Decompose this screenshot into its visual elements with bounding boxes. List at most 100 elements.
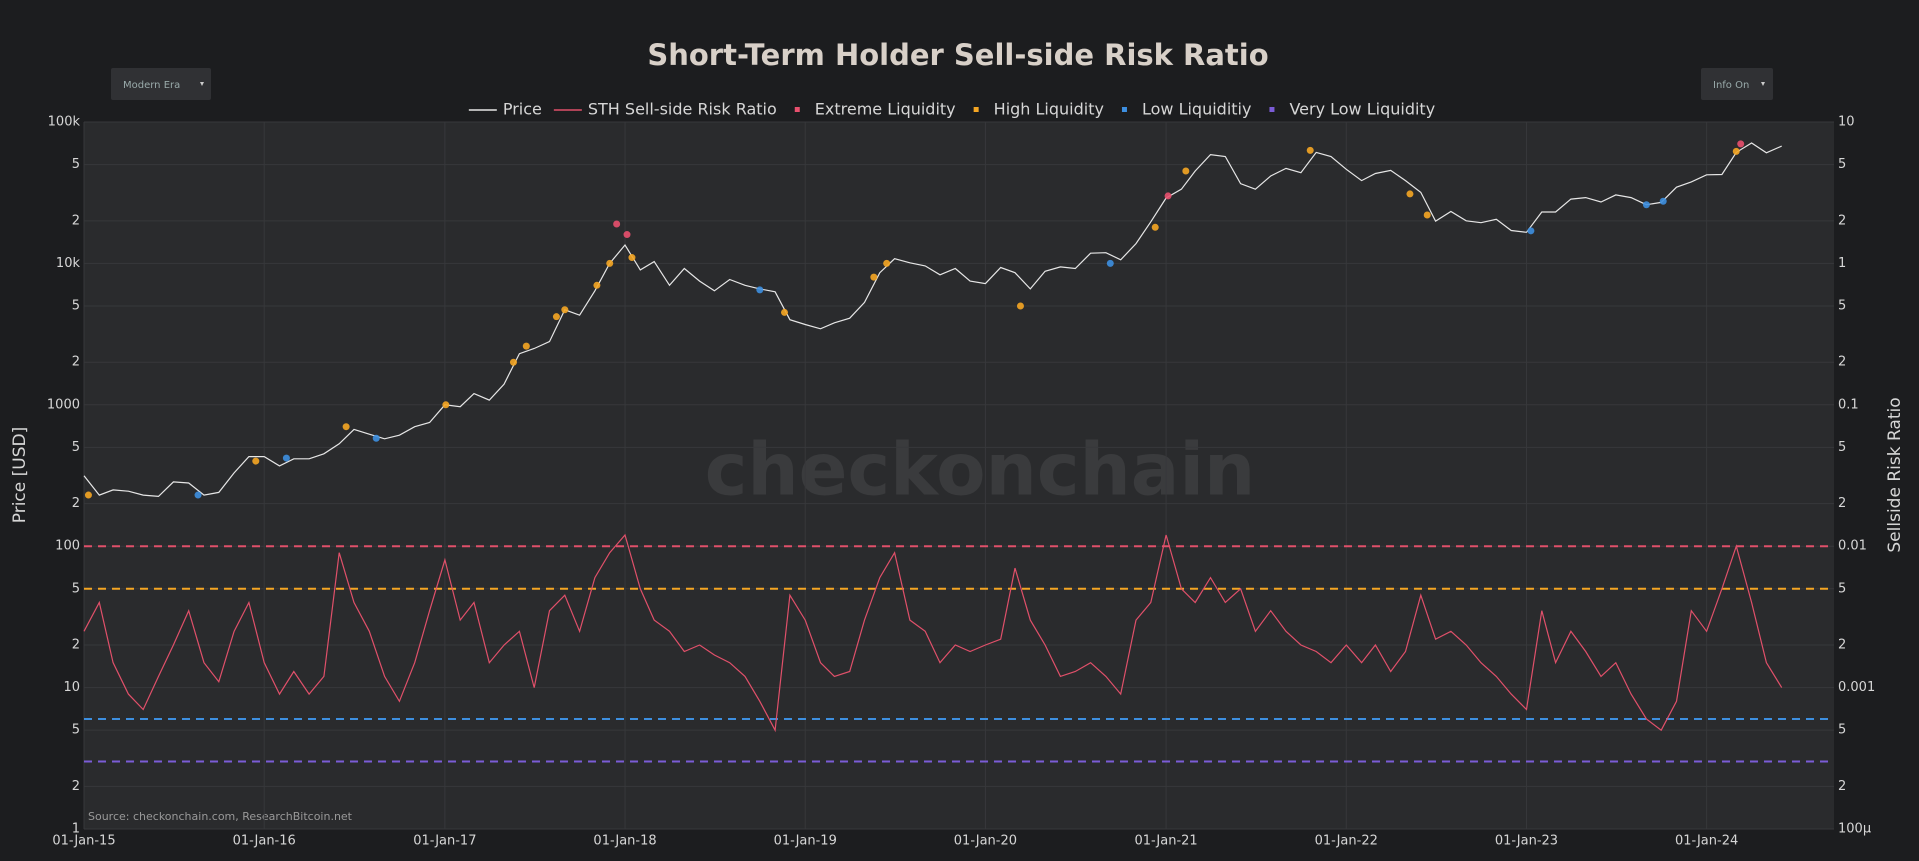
x-tick-label: 01-Jan-24 bbox=[1675, 834, 1738, 849]
liquidity-marker bbox=[1527, 227, 1535, 235]
x-tick-label: 01-Jan-21 bbox=[1134, 834, 1197, 849]
plot-area bbox=[84, 122, 1834, 829]
liquidity-marker bbox=[252, 457, 260, 465]
liquidity-marker bbox=[1659, 197, 1667, 205]
liquidity-marker bbox=[1016, 302, 1024, 310]
liquidity-marker bbox=[1737, 140, 1745, 148]
liquidity-marker bbox=[756, 286, 764, 294]
y-tick-label: 5 bbox=[72, 581, 80, 596]
source-note: Source: checkonchain.com, ResearchBitcoi… bbox=[88, 810, 353, 823]
legend-label: Low Liquiditiy bbox=[1142, 100, 1251, 119]
era-dropdown[interactable] bbox=[111, 68, 211, 100]
liquidity-marker bbox=[628, 254, 636, 262]
x-tick-label: 01-Jan-17 bbox=[413, 834, 476, 849]
liquidity-marker bbox=[1406, 190, 1414, 198]
y2-tick-label: 100μ bbox=[1838, 822, 1871, 837]
liquidity-marker bbox=[442, 401, 450, 409]
y-tick-label: 5 bbox=[72, 723, 80, 738]
info-dropdown[interactable] bbox=[1701, 68, 1773, 100]
y-axis-title: Price [USD] bbox=[10, 427, 30, 523]
info-dropdown-label[interactable]: Info On bbox=[1713, 80, 1749, 91]
y-tick-label: 1 bbox=[72, 822, 80, 837]
y2-tick-label: 5 bbox=[1838, 723, 1846, 738]
y2-tick-label: 1 bbox=[1838, 256, 1846, 271]
y2-tick-label: 5 bbox=[1838, 440, 1846, 455]
y2-tick-label: 2 bbox=[1838, 779, 1846, 794]
liquidity-marker bbox=[1732, 147, 1740, 155]
watermark: checkonchain bbox=[705, 428, 1256, 512]
legend-label: STH Sell-side Risk Ratio bbox=[588, 100, 777, 119]
x-tick-label: 01-Jan-22 bbox=[1315, 834, 1378, 849]
liquidity-marker bbox=[593, 281, 601, 289]
y-tick-label: 100k bbox=[48, 115, 81, 130]
y2-tick-label: 0.1 bbox=[1838, 397, 1859, 412]
liquidity-marker bbox=[613, 220, 621, 228]
liquidity-marker bbox=[282, 454, 290, 462]
liquidity-marker bbox=[883, 259, 891, 267]
y-tick-label: 100 bbox=[55, 539, 80, 554]
y-tick-label: 2 bbox=[72, 355, 80, 370]
y-tick-label: 2 bbox=[72, 213, 80, 228]
era-dropdown-label[interactable]: Modern Era bbox=[123, 80, 180, 91]
legend-label: Very Low Liquidity bbox=[1289, 100, 1435, 119]
y-tick-label: 5 bbox=[72, 298, 80, 313]
y-tick-label: 2 bbox=[72, 638, 80, 653]
y-tick-label: 2 bbox=[72, 779, 80, 794]
liquidity-marker bbox=[1423, 211, 1431, 219]
y2-tick-label: 5 bbox=[1838, 298, 1846, 313]
y-tick-label: 5 bbox=[72, 157, 80, 172]
liquidity-marker bbox=[561, 306, 569, 314]
y-tick-label: 10 bbox=[63, 680, 80, 695]
liquidity-marker bbox=[1151, 223, 1159, 231]
y-tick-label: 1000 bbox=[47, 397, 80, 412]
y2-tick-label: 5 bbox=[1838, 581, 1846, 596]
y2-tick-label: 10 bbox=[1838, 115, 1855, 130]
liquidity-marker bbox=[606, 259, 614, 267]
series-line bbox=[83, 533, 1783, 733]
liquidity-marker bbox=[1164, 192, 1172, 200]
x-tick-label: 01-Jan-20 bbox=[954, 834, 1017, 849]
x-tick-label: 01-Jan-16 bbox=[233, 834, 296, 849]
liquidity-marker bbox=[780, 308, 788, 316]
liquidity-marker bbox=[1306, 146, 1314, 154]
series-line bbox=[83, 142, 1782, 498]
y2-tick-label: 2 bbox=[1838, 213, 1846, 228]
liquidity-marker bbox=[522, 342, 530, 350]
y2-tick-label: 0.01 bbox=[1838, 539, 1867, 554]
legend-swatch bbox=[1269, 107, 1275, 112]
x-tick-label: 01-Jan-15 bbox=[52, 834, 115, 849]
liquidity-marker bbox=[509, 358, 517, 366]
liquidity-marker bbox=[1642, 201, 1650, 209]
y-tick-label: 2 bbox=[72, 496, 80, 511]
y-tick-label: 10k bbox=[56, 256, 81, 271]
liquidity-marker bbox=[372, 434, 380, 442]
liquidity-marker bbox=[342, 423, 350, 431]
legend-swatch bbox=[1121, 107, 1127, 112]
legend-label: Extreme Liquidity bbox=[815, 100, 956, 119]
legend-label: High Liquidity bbox=[994, 100, 1104, 119]
x-tick-label: 01-Jan-19 bbox=[774, 834, 837, 849]
dropdown-arrow bbox=[200, 82, 204, 86]
liquidity-marker bbox=[1106, 259, 1114, 267]
liquidity-marker bbox=[84, 491, 92, 499]
liquidity-marker bbox=[552, 313, 560, 321]
legend: Price STH Sell-side Risk Ratio Extreme Liq… bbox=[468, 100, 1435, 119]
dropdown-arrow bbox=[1761, 82, 1765, 86]
y2-tick-label: 5 bbox=[1838, 157, 1846, 172]
liquidity-marker bbox=[870, 273, 878, 281]
liquidity-marker bbox=[1182, 167, 1190, 175]
y2-tick-label: 0.001 bbox=[1838, 680, 1875, 695]
legend-swatch bbox=[794, 107, 800, 112]
y2-axis-title: Sellside Risk Ratio bbox=[1885, 397, 1905, 552]
y2-tick-label: 2 bbox=[1838, 496, 1846, 511]
legend-swatch bbox=[973, 107, 979, 112]
y2-tick-label: 2 bbox=[1838, 355, 1846, 370]
x-tick-label: 01-Jan-23 bbox=[1495, 834, 1558, 849]
liquidity-marker bbox=[623, 231, 631, 239]
chart-title: Short-Term Holder Sell-side Risk Ratio bbox=[647, 38, 1268, 72]
y2-tick-label: 2 bbox=[1838, 638, 1846, 653]
legend-label: Price bbox=[503, 100, 542, 119]
y-tick-label: 5 bbox=[72, 440, 80, 455]
